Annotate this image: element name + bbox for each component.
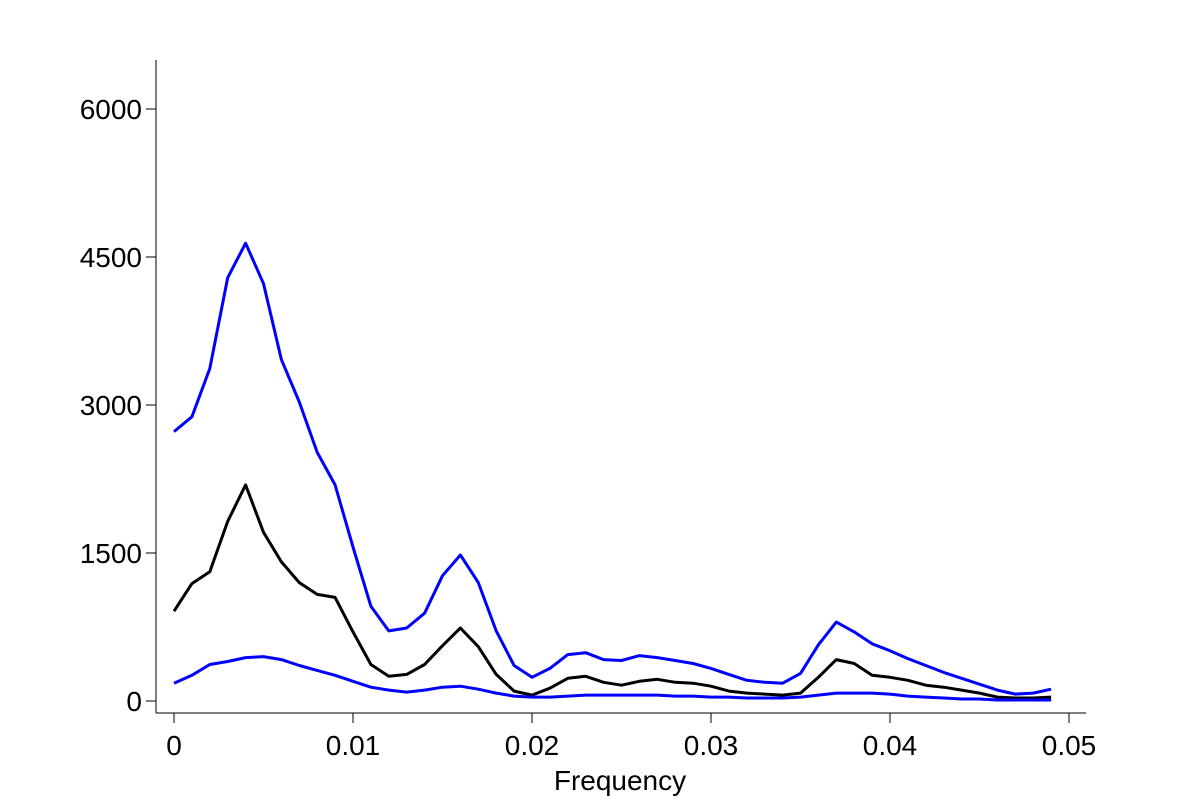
x-tick-label: 0.01 [326,730,381,761]
y-tick-label: 4500 [80,242,142,273]
y-tick-label: 6000 [80,94,142,125]
upper-bound-line [173,241,1052,696]
x-axis-title: Frequency [554,765,686,796]
series-lines [172,241,1052,702]
axes [155,60,1086,714]
y-tick-label: 1500 [80,538,142,569]
x-axis-ticks: 0 0.01 0.02 0.03 0.04 0.05 [166,713,1096,761]
y-tick-label: 3000 [80,390,142,421]
y-tick-label: 0 [126,686,142,717]
x-tick-label: 0.05 [1042,730,1097,761]
estimate-line [172,483,1052,700]
lower-bound-line [173,655,1052,702]
x-tick-label: 0.02 [505,730,560,761]
x-tick-label: 0 [166,730,182,761]
x-tick-label: 0.03 [684,730,739,761]
y-axis-ticks: 0 1500 3000 4500 6000 [80,94,156,717]
x-tick-label: 0.04 [863,730,918,761]
